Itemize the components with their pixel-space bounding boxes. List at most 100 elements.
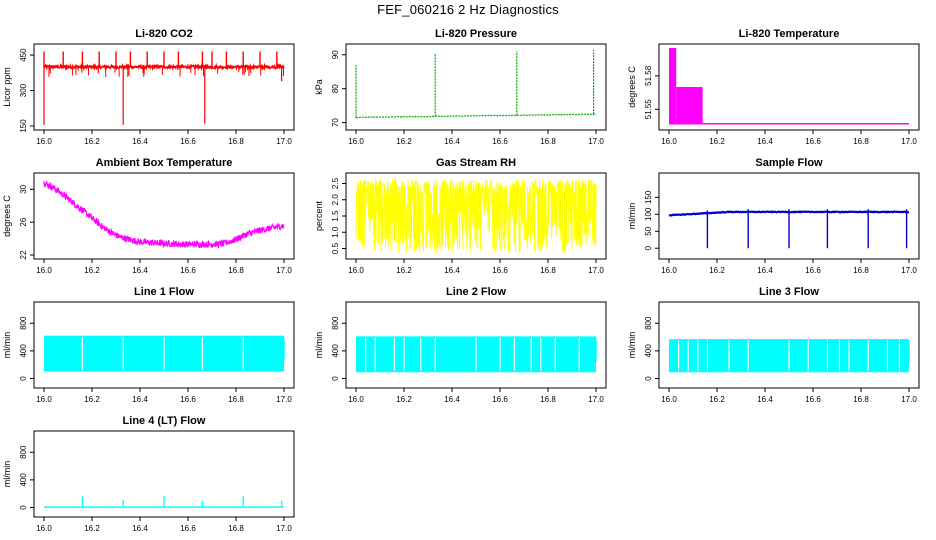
x-tick-label: 16.6 bbox=[492, 137, 508, 146]
series-line bbox=[43, 51, 285, 125]
x-tick-label: 17.0 bbox=[901, 137, 917, 146]
y-tick-label: 800 bbox=[19, 445, 28, 459]
series-line bbox=[355, 178, 597, 254]
x-tick-label: 16.8 bbox=[228, 137, 244, 146]
series-line bbox=[44, 335, 285, 372]
x-tick-label: 16.8 bbox=[853, 266, 869, 275]
panel-title: Line 3 Flow bbox=[759, 286, 819, 298]
x-tick-label: 17.0 bbox=[588, 395, 604, 404]
x-tick-label: 16.0 bbox=[661, 137, 677, 146]
x-tick-label: 16.4 bbox=[444, 395, 460, 404]
y-tick-label: 0 bbox=[644, 245, 653, 250]
y-tick-label: 51.58 bbox=[644, 65, 653, 86]
series-line bbox=[44, 496, 284, 508]
x-tick-label: 17.0 bbox=[588, 137, 604, 146]
series-line bbox=[355, 49, 597, 119]
x-tick-label: 16.2 bbox=[84, 524, 100, 533]
plot-frame bbox=[658, 43, 920, 131]
x-tick-label: 16.4 bbox=[132, 137, 148, 146]
x-tick-label: 16.2 bbox=[396, 395, 412, 404]
temp-dense-block bbox=[676, 87, 703, 124]
plot-frame bbox=[658, 172, 920, 260]
plot-frame bbox=[345, 301, 607, 389]
y-tick-label: 0 bbox=[644, 376, 653, 381]
x-tick-label: 16.0 bbox=[36, 137, 52, 146]
y-tick-label: 80 bbox=[331, 84, 340, 93]
x-tick-label: 16.2 bbox=[84, 395, 100, 404]
plot-frame bbox=[658, 301, 920, 389]
x-tick-label: 16.0 bbox=[661, 266, 677, 275]
x-tick-label: 16.2 bbox=[84, 266, 100, 275]
plot-frame bbox=[33, 43, 295, 131]
panel-4: Ambient Box Temperature degrees C 16.0 16.2… bbox=[2, 157, 295, 275]
plot-frame bbox=[33, 172, 295, 260]
x-tick-label: 16.2 bbox=[396, 266, 412, 275]
x-tick-label: 16.8 bbox=[540, 137, 556, 146]
figure-title: FEF_060216 2 Hz Diagnostics bbox=[377, 2, 559, 17]
y-tick-label: 0 bbox=[331, 376, 340, 381]
panel-title: Li-820 CO2 bbox=[135, 28, 192, 40]
y-tick-label: 800 bbox=[331, 316, 340, 330]
x-tick-label: 16.4 bbox=[757, 137, 773, 146]
y-axis-label: percent bbox=[314, 200, 324, 231]
panel-1: Li-820 CO2 Licor ppm 16.0 16.2 16.4 16.6 16.8 1… bbox=[2, 28, 295, 146]
y-axis-label: degrees C bbox=[2, 195, 12, 237]
panel-title: Line 4 (LT) Flow bbox=[123, 415, 206, 427]
x-tick-label: 16.4 bbox=[444, 137, 460, 146]
plot-frame bbox=[345, 43, 607, 131]
x-tick-label: 16.0 bbox=[661, 395, 677, 404]
y-tick-label: 1.5 bbox=[331, 210, 340, 222]
panel-2: Li-820 Pressure kPa 16.0 16.2 16.4 16.6 16.8 17… bbox=[314, 28, 607, 146]
series-line bbox=[356, 336, 597, 373]
y-tick-label: 0 bbox=[19, 376, 28, 381]
x-tick-label: 16.2 bbox=[84, 137, 100, 146]
x-tick-label: 16.4 bbox=[444, 266, 460, 275]
y-tick-label: 1.0 bbox=[331, 226, 340, 238]
x-tick-label: 16.0 bbox=[348, 266, 364, 275]
y-tick-label: 800 bbox=[19, 316, 28, 330]
y-tick-label: 400 bbox=[19, 344, 28, 358]
y-axis-label: kPa bbox=[314, 79, 324, 95]
panel-title: Li-820 Pressure bbox=[435, 28, 517, 40]
x-tick-label: 16.8 bbox=[853, 137, 869, 146]
pressure-trace bbox=[355, 113, 597, 119]
y-tick-label: 50 bbox=[644, 226, 653, 235]
x-tick-label: 16.8 bbox=[228, 524, 244, 533]
x-tick-label: 16.8 bbox=[228, 266, 244, 275]
x-tick-label: 16.6 bbox=[492, 266, 508, 275]
x-tick-label: 17.0 bbox=[276, 266, 292, 275]
x-tick-label: 16.4 bbox=[757, 395, 773, 404]
x-tick-label: 17.0 bbox=[276, 524, 292, 533]
panel-10: Line 4 (LT) Flow ml/min 16.0 16.2 16.4 16.6 16… bbox=[2, 415, 295, 533]
panel-title: Li-820 Temperature bbox=[739, 28, 840, 40]
x-tick-label: 16.6 bbox=[180, 266, 196, 275]
x-tick-label: 16.6 bbox=[805, 395, 821, 404]
series-line bbox=[669, 48, 909, 125]
x-tick-label: 16.2 bbox=[709, 395, 725, 404]
x-tick-label: 16.0 bbox=[36, 524, 52, 533]
x-tick-label: 16.6 bbox=[805, 266, 821, 275]
x-tick-label: 16.4 bbox=[132, 524, 148, 533]
y-tick-label: 90 bbox=[331, 50, 340, 59]
y-tick-label: 2.5 bbox=[331, 177, 340, 189]
panel-3: Li-820 Temperature degrees C 16.0 16.2 16.4 1… bbox=[627, 28, 920, 146]
y-tick-label: 26 bbox=[19, 217, 28, 226]
y-tick-label: 2.0 bbox=[331, 194, 340, 206]
x-tick-label: 17.0 bbox=[588, 266, 604, 275]
y-tick-label: 300 bbox=[19, 83, 28, 97]
x-tick-label: 16.6 bbox=[180, 395, 196, 404]
panel-title: Line 1 Flow bbox=[134, 286, 194, 298]
y-tick-label: 70 bbox=[331, 118, 340, 127]
y-tick-label: 100 bbox=[644, 207, 653, 221]
panel-title: Ambient Box Temperature bbox=[96, 157, 233, 169]
plot-frame bbox=[33, 430, 295, 518]
y-axis-label: ml/min bbox=[627, 332, 637, 359]
x-tick-label: 16.8 bbox=[540, 266, 556, 275]
y-tick-label: 150 bbox=[644, 190, 653, 204]
y-tick-label: 51.55 bbox=[644, 99, 653, 120]
y-axis-label: ml/min bbox=[2, 332, 12, 359]
y-tick-label: 400 bbox=[19, 473, 28, 487]
x-tick-label: 16.6 bbox=[180, 137, 196, 146]
x-tick-label: 16.0 bbox=[348, 137, 364, 146]
